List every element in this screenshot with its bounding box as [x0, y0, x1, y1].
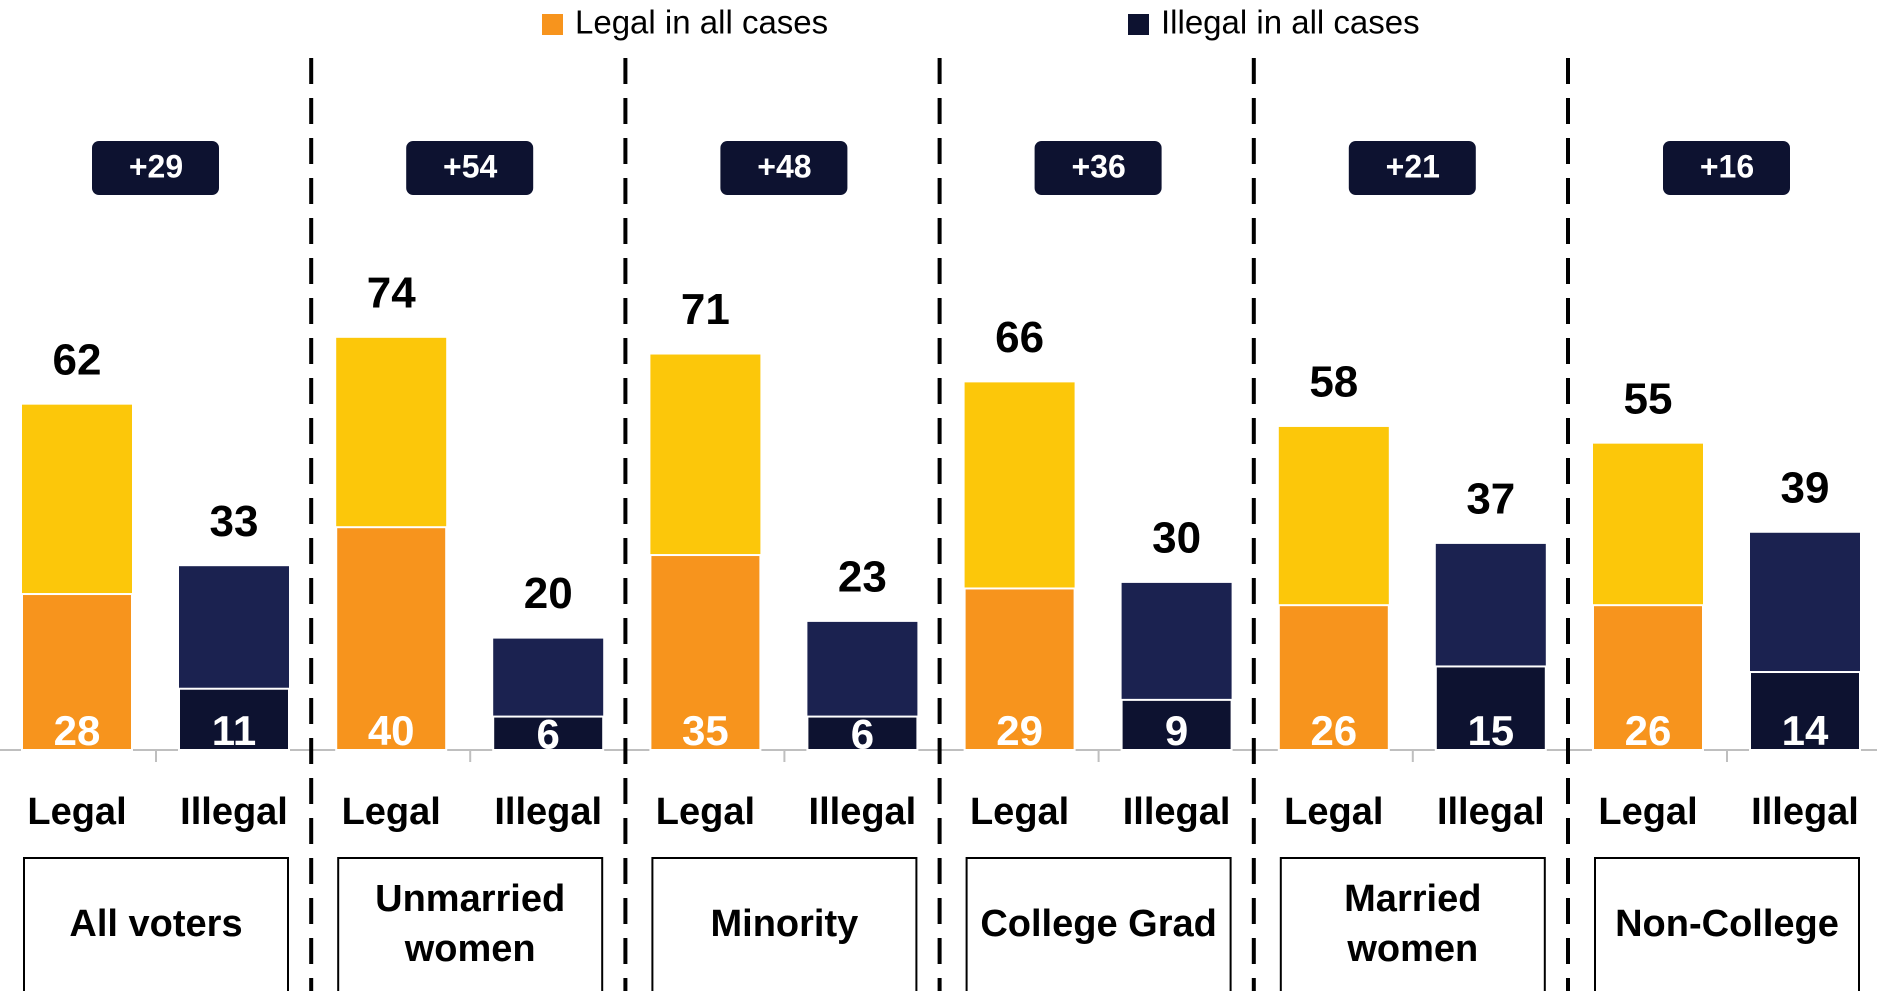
x-tick-label: Legal	[656, 791, 755, 833]
total-label: 23	[838, 553, 887, 602]
bar-all-cases	[1277, 604, 1390, 751]
x-tick-label: Illegal	[1751, 791, 1859, 833]
total-label: 37	[1466, 475, 1515, 524]
legend-swatch	[1128, 14, 1149, 35]
all-cases-label: 40	[368, 707, 415, 754]
category-box	[337, 857, 604, 991]
margin-box	[1348, 141, 1476, 195]
legend-label: Illegal in all cases	[1161, 4, 1420, 41]
total-label: 55	[1624, 374, 1673, 423]
margin-label: +36	[1071, 148, 1125, 184]
category-box	[1279, 857, 1546, 991]
margin-label: +48	[757, 148, 811, 184]
margin-box	[406, 141, 534, 195]
total-label: 62	[53, 335, 102, 384]
all-cases-label: 26	[1625, 707, 1672, 754]
all-cases-label: 35	[682, 707, 729, 754]
category-label: College Grad	[980, 902, 1217, 945]
category-box	[965, 857, 1232, 991]
bar-all-cases	[21, 593, 133, 751]
category-box	[1594, 857, 1860, 991]
all-cases-label: 15	[1467, 707, 1514, 754]
x-tick-label: Illegal	[1123, 791, 1231, 833]
margin-box	[720, 141, 848, 195]
x-tick-label: Illegal	[809, 791, 917, 833]
category-label-box: Unmarried women	[338, 858, 602, 991]
x-tick-label: Legal	[970, 791, 1069, 833]
margin-label: +16	[1700, 148, 1754, 184]
margin-box	[1034, 141, 1162, 195]
bar-all-cases	[335, 526, 448, 752]
category-wrap: Unmarried women	[338, 858, 602, 991]
x-tick-label: Legal	[27, 791, 126, 833]
bar-all-cases	[1434, 665, 1547, 752]
legend-swatch	[542, 14, 563, 35]
category-label: Minority	[710, 902, 859, 945]
legend-label: Legal in all cases	[575, 4, 828, 41]
bar-all-cases	[649, 554, 762, 751]
total-label: 71	[681, 285, 730, 334]
category-wrap: Married women	[1281, 858, 1545, 991]
bar-all-cases	[178, 687, 290, 751]
category-box	[23, 857, 289, 991]
bar-all-cases	[806, 715, 919, 752]
bar-all-cases	[1749, 671, 1861, 752]
x-tick-label: Illegal	[180, 791, 288, 833]
category-box	[651, 857, 918, 991]
category-wrap: College Grad	[967, 858, 1231, 991]
x-tick-label: Legal	[1284, 791, 1383, 833]
total-label: 33	[210, 497, 259, 546]
total-label: 30	[1152, 514, 1201, 563]
total-label: 39	[1781, 463, 1830, 512]
margin-label: +54	[443, 148, 497, 184]
total-label: 66	[995, 313, 1044, 362]
category-label-box: All voters	[24, 858, 288, 991]
all-cases-label: 6	[851, 710, 874, 757]
margin-box	[1663, 141, 1790, 195]
all-cases-label: 11	[212, 707, 256, 754]
all-cases-label: 6	[537, 710, 560, 757]
category-wrap: Minority	[652, 858, 916, 991]
margin-box	[92, 141, 219, 195]
category-label: All voters	[69, 902, 243, 945]
category-label-box: Non-College	[1595, 858, 1859, 991]
x-tick-label: Illegal	[1437, 791, 1545, 833]
x-tick-label: Legal	[342, 791, 441, 833]
x-tick-label: Illegal	[494, 791, 602, 833]
total-label: 74	[367, 268, 416, 317]
category-label: Unmarried women	[375, 878, 566, 970]
category-label-box: Married women	[1281, 858, 1545, 991]
all-cases-label: 29	[996, 707, 1043, 754]
margin-label: +29	[129, 148, 183, 184]
total-label: 20	[524, 569, 573, 618]
total-label: 58	[1309, 358, 1358, 407]
category-label: Non-College	[1615, 902, 1839, 945]
all-cases-label: 14	[1782, 707, 1829, 754]
category-label-box: College Grad	[967, 858, 1231, 991]
bar-all-cases	[1120, 698, 1233, 751]
bar-all-cases	[1592, 604, 1704, 751]
all-cases-label: 26	[1310, 707, 1357, 754]
category-label: Married women	[1344, 878, 1482, 970]
bar-all-cases	[963, 587, 1076, 751]
category-wrap: Non-College	[1595, 858, 1859, 991]
x-tick-label: Legal	[1598, 791, 1697, 833]
all-cases-label: 28	[54, 707, 101, 754]
category-wrap: All voters	[24, 858, 288, 991]
margin-label: +21	[1386, 148, 1440, 184]
category-label-box: Minority	[652, 858, 916, 991]
bar-all-cases	[492, 715, 605, 752]
all-cases-label: 9	[1165, 707, 1188, 754]
